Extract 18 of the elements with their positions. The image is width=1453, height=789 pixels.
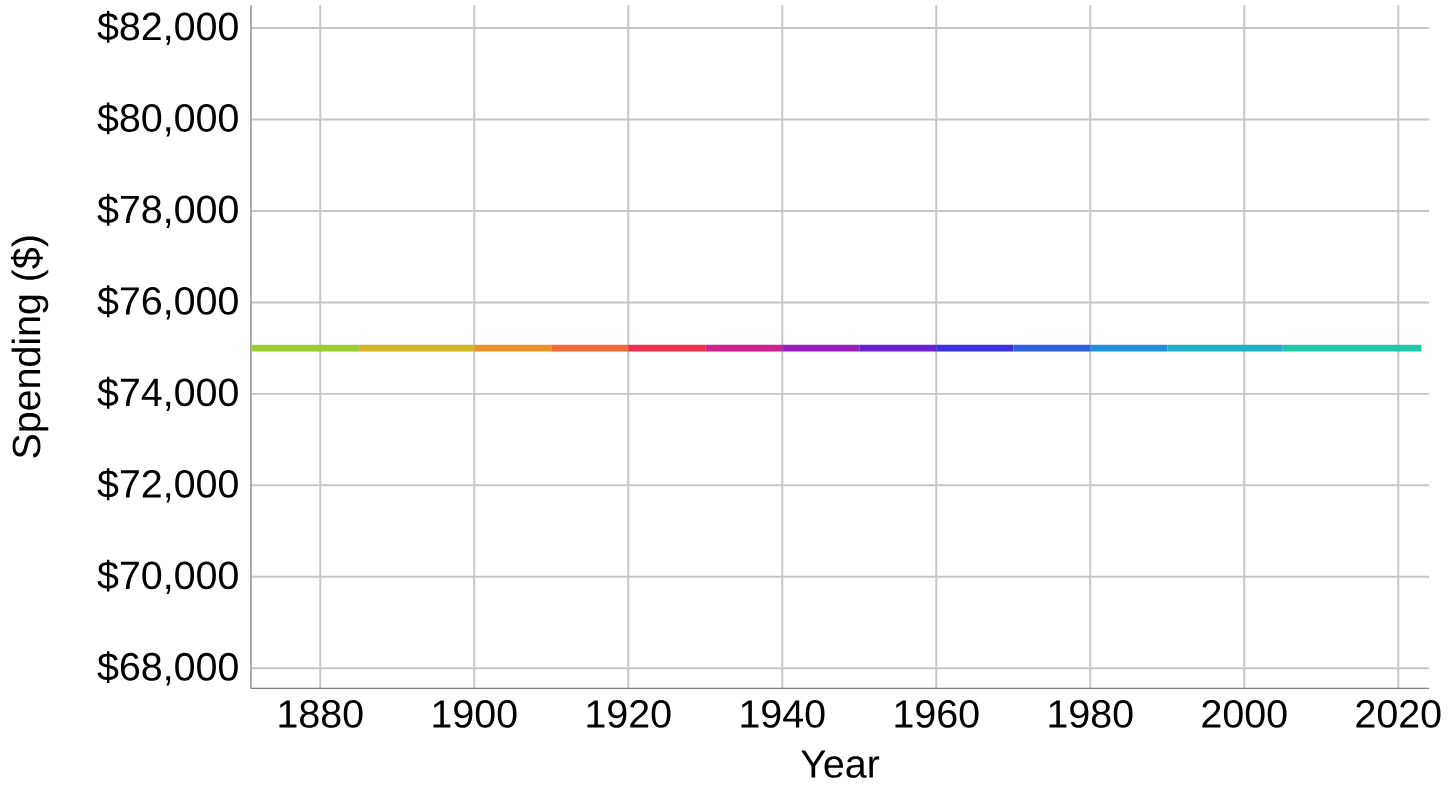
y-tick-label: $72,000 (97, 468, 238, 503)
x-tick-label: 1900 (433, 700, 517, 728)
y-tick-label: $70,000 (97, 559, 238, 594)
x-tick-label: 1960 (895, 700, 979, 728)
y-tick-label: $80,000 (97, 102, 238, 137)
x-tick-label: 2000 (1202, 700, 1287, 728)
y-tick-label: $76,000 (97, 285, 238, 320)
y-tick-label: $68,000 (97, 651, 238, 686)
y-tick-label: $82,000 (97, 11, 238, 46)
x-axis-title: Year (801, 750, 880, 778)
y-tick-label: $74,000 (97, 376, 238, 412)
x-tick-label: 2020 (1356, 700, 1441, 728)
y-axis-title: Spending ($) (10, 236, 49, 458)
x-tick-label: 1880 (279, 700, 363, 728)
x-tick-label: 1940 (741, 700, 825, 728)
y-tick-label: $78,000 (97, 193, 238, 229)
x-tick-label: 1920 (587, 700, 671, 728)
x-tick-label: 1980 (1049, 700, 1133, 728)
